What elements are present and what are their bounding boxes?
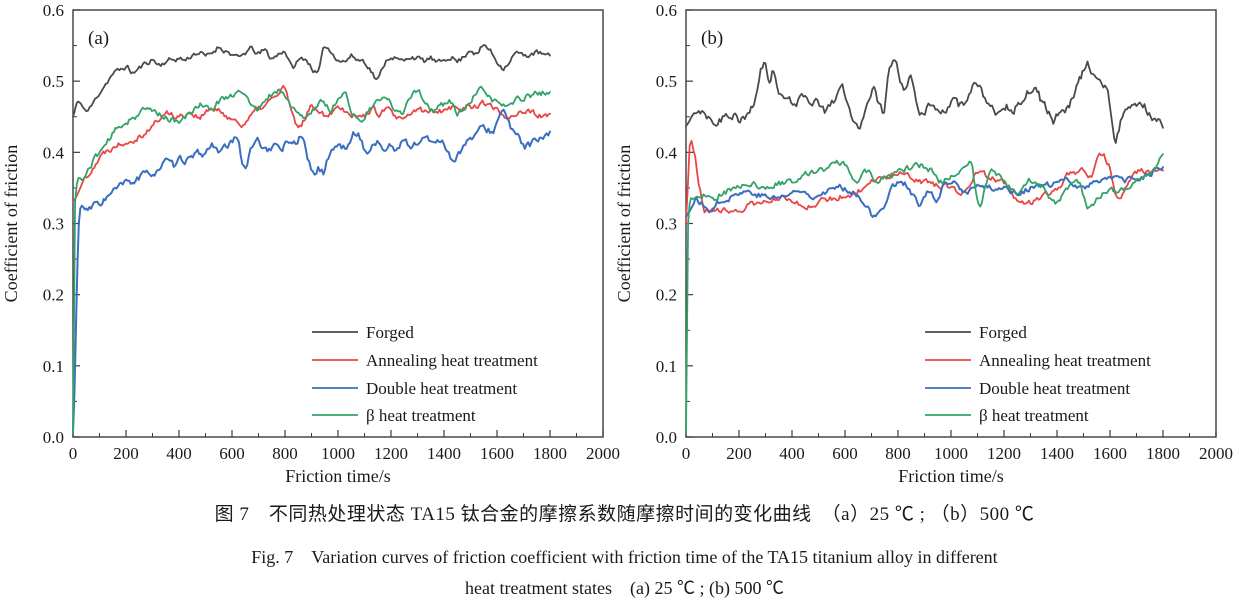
x-tick-label: 1400 [1040,444,1074,463]
panel-a: 0 200 400 600 800 1000 1200 1400 1600 1800 2000 0.0… [1,1,620,486]
x-tick-label: 1800 [1146,444,1180,463]
legend-label-annealing: Annealing heat treatment [366,351,538,370]
x-tick-label: 1200 [374,444,408,463]
y-axis-title: Coefficient of friction [1,145,21,303]
y-tick-label: 0.0 [43,428,64,447]
x-axis-title: Friction time/s [898,466,1004,486]
x-axis-title: Friction time/s [285,466,391,486]
y-tick-label: 0.5 [43,72,64,91]
x-tick-label: 200 [726,444,752,463]
y-tick-label: 0.1 [43,357,64,376]
legend: Forged Annealing heat treatment Double hea… [312,323,538,425]
panel-label: (a) [88,28,109,49]
x-tick-label: 0 [69,444,78,463]
panel-b: 0 200 400 600 800 1000 1200 1400 1600 1800 2000 0.0… [614,1,1233,486]
y-tick-label: 0.0 [656,428,677,447]
y-tick-label: 0.3 [43,215,64,234]
y-tick-label: 0.1 [656,357,677,376]
caption-english-line1: Fig. 7 Variation curves of friction coef… [251,547,998,567]
series-annealing [685,140,1164,225]
x-tick-label: 1000 [321,444,355,463]
series-double [685,166,1164,218]
x-tick-label: 400 [779,444,805,463]
y-tick-label: 0.2 [43,286,64,305]
x-tick-label: 400 [166,444,192,463]
x-tick-label: 800 [885,444,911,463]
x-tick-label: 200 [113,444,139,463]
legend: Forged Annealing heat treatment Double hea… [925,323,1151,425]
plot-border [685,9,1217,438]
x-tick-label: 800 [272,444,298,463]
legend-label-beta: β heat treatment [979,406,1089,425]
legend-label-annealing: Annealing heat treatment [979,351,1151,370]
x-tick-label: 1800 [533,444,567,463]
x-tick-label: 1200 [987,444,1021,463]
y-axis-title: Coefficient of friction [614,145,634,303]
series-annealing [72,84,551,203]
series-double [72,108,551,435]
x-tick-label: 2000 [1199,444,1233,463]
series-forged [685,59,1164,144]
x-tick-label: 1400 [427,444,461,463]
series-forged [72,44,551,118]
legend-label-double: Double heat treatment [979,379,1130,398]
x-tick-label: 600 [219,444,245,463]
y-tick-label: 0.6 [656,1,677,20]
x-tick-label: 1600 [480,444,514,463]
legend-label-double: Double heat treatment [366,379,517,398]
caption-chinese: 图 7 不同热处理状态 TA15 钛合金的摩擦系数随摩擦时间的变化曲线 （a）2… [214,504,1035,525]
legend-label-forged: Forged [366,323,414,342]
y-tick-label: 0.4 [43,143,65,162]
y-tick-label: 0.2 [656,286,677,305]
plot-border [72,9,604,438]
panel-label: (b) [701,28,723,49]
y-tick-label: 0.4 [656,143,678,162]
x-tick-label: 1000 [934,444,968,463]
y-tick-label: 0.3 [656,215,677,234]
x-tick-label: 2000 [586,444,620,463]
legend-label-forged: Forged [979,323,1027,342]
caption-english-line2: heat treatment states (a) 25 ℃ ; (b) 500… [465,578,784,598]
x-tick-label: 600 [832,444,858,463]
y-tick-label: 0.6 [43,1,64,20]
series-beta [72,85,551,435]
series-beta [685,153,1164,435]
legend-label-beta: β heat treatment [366,406,476,425]
friction-coefficient-charts: 0 200 400 600 800 1000 1200 1400 1600 1800 20000.0… [1,1,1233,486]
x-tick-label: 0 [682,444,691,463]
x-tick-label: 1600 [1093,444,1127,463]
y-tick-label: 0.5 [656,72,677,91]
